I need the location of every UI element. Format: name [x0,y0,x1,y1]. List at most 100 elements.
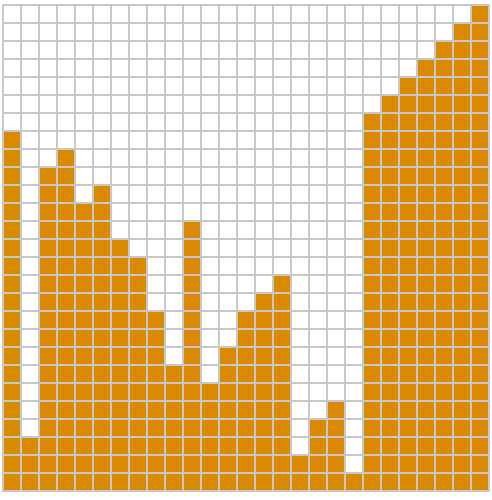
empty-cell[interactable] [112,42,128,58]
empty-cell[interactable] [238,24,254,40]
filled-cell[interactable] [472,438,488,454]
empty-cell[interactable] [292,204,308,220]
empty-cell[interactable] [112,6,128,22]
empty-cell[interactable] [76,42,92,58]
filled-cell[interactable] [220,366,236,382]
filled-cell[interactable] [454,474,470,490]
empty-cell[interactable] [238,78,254,94]
filled-cell[interactable] [58,438,74,454]
filled-cell[interactable] [4,384,20,400]
empty-cell[interactable] [292,294,308,310]
empty-cell[interactable] [238,6,254,22]
filled-cell[interactable] [274,330,290,346]
filled-cell[interactable] [400,96,416,112]
filled-cell[interactable] [418,222,434,238]
filled-cell[interactable] [40,330,56,346]
empty-cell[interactable] [112,132,128,148]
empty-cell[interactable] [166,6,182,22]
filled-cell[interactable] [436,240,452,256]
empty-cell[interactable] [346,402,362,418]
filled-cell[interactable] [40,366,56,382]
filled-cell[interactable] [454,366,470,382]
filled-cell[interactable] [364,168,380,184]
empty-cell[interactable] [202,222,218,238]
empty-cell[interactable] [4,114,20,130]
empty-cell[interactable] [130,222,146,238]
filled-cell[interactable] [76,222,92,238]
empty-cell[interactable] [346,114,362,130]
filled-cell[interactable] [238,402,254,418]
filled-cell[interactable] [382,150,398,166]
empty-cell[interactable] [220,186,236,202]
filled-cell[interactable] [436,60,452,76]
filled-cell[interactable] [436,366,452,382]
filled-cell[interactable] [130,384,146,400]
empty-cell[interactable] [22,258,38,274]
filled-cell[interactable] [418,402,434,418]
filled-cell[interactable] [130,258,146,274]
filled-cell[interactable] [40,258,56,274]
empty-cell[interactable] [382,24,398,40]
empty-cell[interactable] [346,420,362,436]
empty-cell[interactable] [202,330,218,346]
empty-cell[interactable] [346,276,362,292]
empty-cell[interactable] [202,24,218,40]
filled-cell[interactable] [274,366,290,382]
filled-cell[interactable] [400,438,416,454]
filled-cell[interactable] [238,330,254,346]
filled-cell[interactable] [256,438,272,454]
filled-cell[interactable] [400,168,416,184]
filled-cell[interactable] [382,186,398,202]
empty-cell[interactable] [256,258,272,274]
empty-cell[interactable] [418,42,434,58]
empty-cell[interactable] [220,240,236,256]
empty-cell[interactable] [184,114,200,130]
filled-cell[interactable] [328,456,344,472]
filled-cell[interactable] [112,240,128,256]
empty-cell[interactable] [112,60,128,76]
empty-cell[interactable] [328,150,344,166]
filled-cell[interactable] [400,330,416,346]
filled-cell[interactable] [256,402,272,418]
empty-cell[interactable] [94,60,110,76]
filled-cell[interactable] [472,132,488,148]
empty-cell[interactable] [40,114,56,130]
empty-cell[interactable] [256,60,272,76]
empty-cell[interactable] [112,78,128,94]
empty-cell[interactable] [220,60,236,76]
filled-cell[interactable] [94,384,110,400]
empty-cell[interactable] [112,150,128,166]
filled-cell[interactable] [184,420,200,436]
empty-cell[interactable] [148,240,164,256]
filled-cell[interactable] [220,474,236,490]
filled-cell[interactable] [166,456,182,472]
empty-cell[interactable] [274,258,290,274]
filled-cell[interactable] [58,348,74,364]
empty-cell[interactable] [346,348,362,364]
empty-cell[interactable] [292,276,308,292]
empty-cell[interactable] [76,6,92,22]
empty-cell[interactable] [148,294,164,310]
empty-cell[interactable] [94,132,110,148]
filled-cell[interactable] [382,168,398,184]
empty-cell[interactable] [274,222,290,238]
filled-cell[interactable] [256,366,272,382]
filled-cell[interactable] [364,384,380,400]
filled-cell[interactable] [58,204,74,220]
filled-cell[interactable] [454,258,470,274]
filled-cell[interactable] [58,384,74,400]
empty-cell[interactable] [130,150,146,166]
empty-cell[interactable] [310,114,326,130]
empty-cell[interactable] [202,78,218,94]
empty-cell[interactable] [22,348,38,364]
empty-cell[interactable] [130,186,146,202]
empty-cell[interactable] [22,420,38,436]
empty-cell[interactable] [22,78,38,94]
filled-cell[interactable] [130,294,146,310]
filled-cell[interactable] [148,366,164,382]
filled-cell[interactable] [76,276,92,292]
empty-cell[interactable] [148,96,164,112]
filled-cell[interactable] [472,384,488,400]
empty-cell[interactable] [148,186,164,202]
empty-cell[interactable] [112,24,128,40]
